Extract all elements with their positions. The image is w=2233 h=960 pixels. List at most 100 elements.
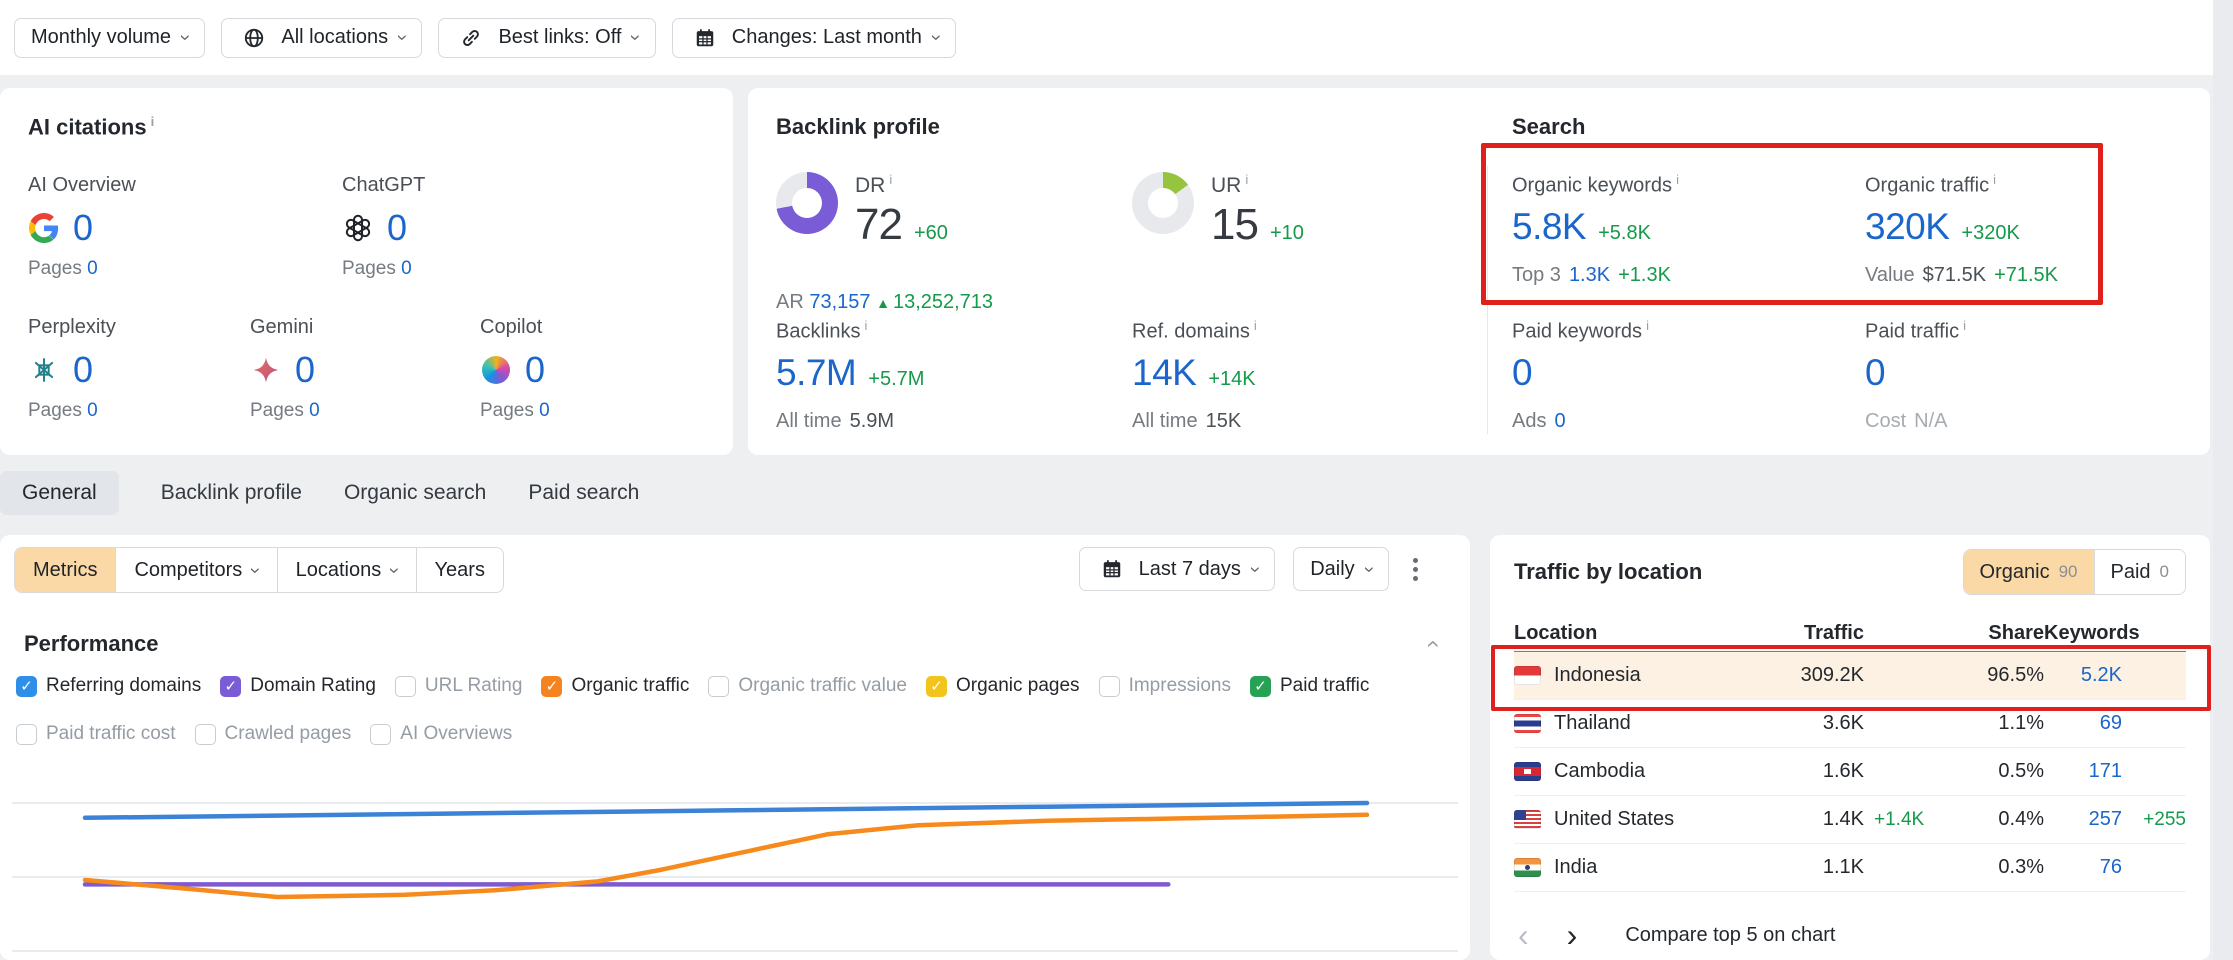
more-options-kebab-menu[interactable] xyxy=(1407,550,1424,589)
pages-count-link[interactable]: 0 xyxy=(539,400,550,421)
table-footer: ‹ › Compare top 5 on chart xyxy=(1514,919,1835,951)
filter-toolbar: Monthly volume All locations Best links:… xyxy=(0,0,2233,75)
keywords-link[interactable]: 69 xyxy=(2099,712,2122,734)
info-icon[interactable] xyxy=(1254,318,1257,333)
calendar-icon xyxy=(1096,553,1128,585)
backlinks-value-link[interactable]: 5.7M xyxy=(776,351,857,393)
info-icon[interactable] xyxy=(889,172,892,187)
alltime-label: All time xyxy=(1132,409,1198,432)
segment-metrics[interactable]: Metrics xyxy=(15,548,116,592)
best-links-dropdown[interactable]: Best links: Off xyxy=(438,17,656,58)
date-range-dropdown[interactable]: Last 7 days xyxy=(1078,547,1276,591)
metric-checkbox-item[interactable]: Organic traffic value xyxy=(708,675,907,697)
organic-traffic-value-link[interactable]: 320K xyxy=(1865,205,1950,247)
toggle-paid[interactable]: Paid 0 xyxy=(2093,550,2185,594)
performance-chart[interactable] xyxy=(0,770,1470,960)
country-flag-icon xyxy=(1514,810,1541,829)
segment-locations[interactable]: Locations xyxy=(276,548,416,592)
location-table-row[interactable]: Indonesia 309.2K 96.5% 5.2K xyxy=(1514,652,2186,700)
metric-checkbox-item[interactable]: Organic traffic xyxy=(541,675,689,697)
location-table-row[interactable]: Cambodia 1.6K 0.5% 171 xyxy=(1514,748,2186,796)
copilot-citations-count[interactable]: 0 xyxy=(525,349,546,390)
tab-organic-search[interactable]: Organic search xyxy=(343,481,487,504)
metric-checkbox-item[interactable]: Organic pages xyxy=(925,675,1080,697)
ai-source-name: Copilot xyxy=(480,316,543,338)
paid-keywords-value-link[interactable]: 0 xyxy=(1512,351,1533,393)
changes-dropdown[interactable]: Changes: Last month xyxy=(671,17,957,58)
perplexity-icon xyxy=(28,354,60,386)
next-page-chevron-icon[interactable]: › xyxy=(1566,917,1578,953)
keywords-link[interactable]: 171 xyxy=(2088,760,2122,782)
prev-page-chevron-icon[interactable]: ‹ xyxy=(1518,917,1529,953)
ur-delta: +10 xyxy=(1269,222,1304,244)
ai-citation-perplexity: Perplexity 0 Pages 0 xyxy=(28,316,116,422)
segment-competitors[interactable]: Competitors xyxy=(115,548,276,592)
keywords-link[interactable]: 5.2K xyxy=(2080,664,2122,686)
country-flag-icon xyxy=(1514,858,1541,877)
collapse-chevron-icon[interactable] xyxy=(1420,640,1444,648)
granularity-dropdown[interactable]: Daily xyxy=(1293,547,1389,591)
organic-keywords-delta: +5.8K xyxy=(1598,221,1651,244)
checkbox-icon xyxy=(370,723,392,745)
metric-checkbox-item[interactable]: Domain Rating xyxy=(220,675,376,697)
checkbox-icon xyxy=(394,675,416,697)
chatgpt-citations-count[interactable]: 0 xyxy=(387,207,408,248)
info-icon[interactable] xyxy=(1676,172,1679,187)
info-icon[interactable] xyxy=(151,114,155,129)
ur-label: UR xyxy=(1211,172,1304,198)
pages-label: Pages xyxy=(28,258,82,279)
monthly-volume-label: Monthly volume xyxy=(31,26,172,48)
compare-top5-button[interactable]: Compare top 5 on chart xyxy=(1625,923,1836,946)
metric-checkbox-item[interactable]: Paid traffic xyxy=(1249,675,1369,697)
scrollbar[interactable] xyxy=(2213,0,2233,960)
ar-value-link[interactable]: 73,157 xyxy=(809,291,871,313)
info-icon[interactable] xyxy=(1245,172,1248,187)
pages-count-link[interactable]: 0 xyxy=(401,258,412,279)
url-rating-block: UR 15 +10 xyxy=(1132,172,1304,250)
google-g-icon xyxy=(28,212,60,244)
ai-overview-citations-count[interactable]: 0 xyxy=(73,207,94,248)
location-table-row[interactable]: Thailand 3.6K 1.1% 69 xyxy=(1514,700,2186,748)
locations-dropdown[interactable]: All locations xyxy=(221,17,423,58)
keywords-link[interactable]: 257 xyxy=(2088,808,2122,830)
ai-source-name: Perplexity xyxy=(28,316,116,338)
organic-keywords-value-link[interactable]: 5.8K xyxy=(1512,205,1587,247)
up-triangle-icon xyxy=(876,295,890,311)
toggle-organic[interactable]: Organic 90 xyxy=(1963,550,2094,594)
info-icon[interactable] xyxy=(864,318,867,333)
paid-traffic-value-link[interactable]: 0 xyxy=(1865,351,1886,393)
location-table-body: Indonesia 309.2K 96.5% 5.2K Thailand 3.6… xyxy=(1514,652,2186,892)
metric-checkbox-item[interactable]: URL Rating xyxy=(394,675,522,697)
info-icon[interactable] xyxy=(1993,172,1996,187)
metric-checkbox-item[interactable]: Paid traffic cost xyxy=(16,723,176,745)
metric-checkbox-item[interactable]: Crawled pages xyxy=(194,723,351,745)
pages-count-link[interactable]: 0 xyxy=(309,400,320,421)
keywords-link[interactable]: 76 xyxy=(2099,856,2122,878)
tab-general[interactable]: General xyxy=(0,471,119,515)
info-icon[interactable] xyxy=(1963,318,1966,333)
gemini-citations-count[interactable]: 0 xyxy=(295,349,316,390)
ads-value-link[interactable]: 0 xyxy=(1554,409,1566,432)
link-icon xyxy=(455,22,487,54)
tab-paid-search[interactable]: Paid search xyxy=(528,481,640,504)
cost-value: N/A xyxy=(1914,409,1948,432)
monthly-volume-dropdown[interactable]: Monthly volume xyxy=(14,17,206,58)
segment-years[interactable]: Years xyxy=(415,548,503,592)
traffic-value-amount: $71.5K xyxy=(1922,263,1987,286)
pages-count-link[interactable]: 0 xyxy=(87,258,98,279)
pages-count-link[interactable]: 0 xyxy=(87,400,98,421)
alltime-value: 15K xyxy=(1205,409,1242,432)
ref-domains-value-link[interactable]: 14K xyxy=(1132,351,1197,393)
top3-value-link[interactable]: 1.3K xyxy=(1568,263,1611,286)
location-table-row[interactable]: United States 1.4K +1.4K 0.4% 257 +255 xyxy=(1514,796,2186,844)
metric-checkbox-item[interactable]: Referring domains xyxy=(16,675,201,697)
tab-backlink-profile[interactable]: Backlink profile xyxy=(160,481,302,504)
chevron-down-icon xyxy=(626,34,645,40)
perplexity-citations-count[interactable]: 0 xyxy=(73,349,94,390)
metric-checkbox-item[interactable]: Impressions xyxy=(1098,675,1231,697)
location-table-row[interactable]: India 1.1K 0.3% 76 xyxy=(1514,844,2186,892)
ur-value: 15 xyxy=(1211,200,1259,249)
info-icon[interactable] xyxy=(1646,318,1649,333)
country-flag-icon xyxy=(1514,762,1541,781)
metric-checkbox-item[interactable]: AI Overviews xyxy=(370,723,512,745)
